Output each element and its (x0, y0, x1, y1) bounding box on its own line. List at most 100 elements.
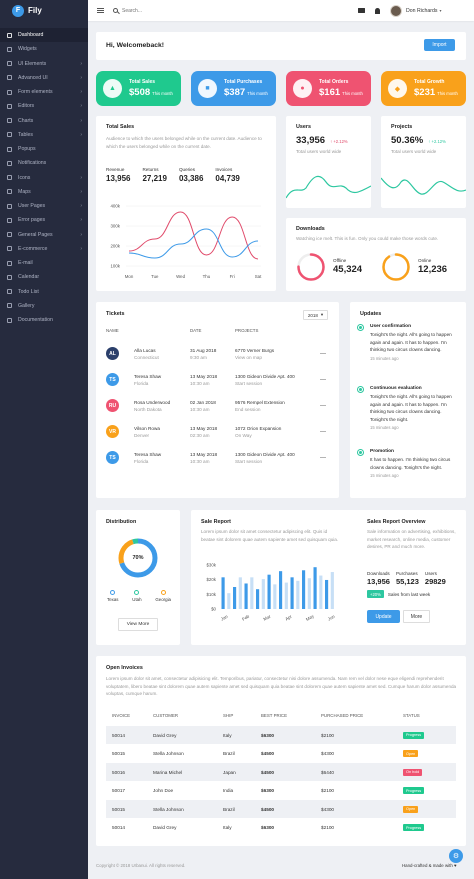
y-tick-label: 300k (110, 224, 120, 229)
invoices-col-header: PURCHASED PRICE (321, 713, 364, 718)
sidebar-item-label: Tables (18, 131, 33, 138)
nav-icon (7, 303, 12, 309)
nav-icon (7, 175, 12, 181)
timeline-title: User confirmation (370, 324, 412, 329)
sidebar-item-maps[interactable]: Maps › (0, 185, 88, 199)
import-button[interactable]: Import (424, 39, 455, 51)
table-row[interactable]: 50014 David Grey Italy $6300 $2100 Progress (106, 726, 456, 744)
table-row[interactable]: VR Vilson Rowa Denver 13 May 2018 02:30 am 10… (106, 420, 331, 443)
sidebar-item-calendar[interactable]: Calendar (0, 270, 88, 284)
nav-icon (7, 75, 12, 81)
sidebar-item-user-pages[interactable]: User Pages › (0, 199, 88, 213)
nav-icon (7, 46, 12, 52)
sidebar-item-documentation[interactable]: Documentation (0, 313, 88, 327)
search-input[interactable] (122, 7, 212, 14)
row-menu-icon[interactable]: — (320, 428, 326, 435)
table-row[interactable]: AL Alla Lucas Connecticut 31 Aug 2018 9:30 a… (106, 342, 331, 365)
bar (233, 587, 237, 609)
overview-stat-value: 55,123 (395, 577, 419, 586)
sidebar-item-label: Todo List (18, 288, 39, 295)
more-button[interactable]: More (403, 610, 430, 623)
invoice-ship: India (223, 788, 234, 793)
chevron-down-icon[interactable]: ▾ (439, 8, 442, 13)
sidebar-item-popups[interactable]: Popups (0, 142, 88, 156)
invoice-invoice: 50017 (112, 788, 126, 793)
invoice-invoice: 50016 (112, 769, 126, 775)
sales-stat: Invoices 04,739 (215, 167, 239, 183)
invoices-desc: Lorem ipsum dolor sit amet, consectetur … (106, 676, 457, 696)
sidebar-item-notifications[interactable]: Notifications (0, 156, 88, 170)
chevron-right-icon: › (80, 103, 82, 110)
sidebar-item-charts[interactable]: Charts › (0, 114, 88, 128)
welcome-title: Hi, Welcomeback! (106, 42, 165, 49)
projects-value: 50.36% (391, 135, 424, 146)
sidebar-item-icons[interactable]: Icons › (0, 171, 88, 185)
sidebar-item-e-mail[interactable]: E-mail (0, 256, 88, 270)
stat-card[interactable]: ■ Total Purchases $387 This month (191, 71, 276, 106)
row-menu-icon[interactable]: — (320, 454, 326, 461)
invoice-purchased: $2100 (321, 788, 335, 793)
view-more-button[interactable]: View More (118, 618, 158, 631)
table-row[interactable]: 50014 David Grey Italy $6300 $2100 Progress (106, 819, 456, 837)
sidebar-item-editors[interactable]: Editors › (0, 99, 88, 113)
update-button[interactable]: Update (367, 610, 400, 623)
sidebar-item-widgets[interactable]: Widgets (0, 42, 88, 56)
sidebar-item-label: User Pages (18, 203, 46, 210)
sidebar-item-error-pages[interactable]: Error pages › (0, 213, 88, 227)
downloads-title: Downloads (296, 226, 325, 232)
sidebar-item-ui-elements[interactable]: UI Elements › (0, 57, 88, 71)
sales-stat-value: 03,386 (178, 174, 204, 183)
mail-icon[interactable] (358, 8, 365, 13)
bar (250, 577, 254, 609)
sidebar-item-dashboard[interactable]: Dashboard (0, 28, 88, 43)
table-row[interactable]: TS Teresa Shaw Florida 13 May 2018 10:30 am 1… (106, 446, 331, 469)
row-menu-icon[interactable]: — (320, 376, 326, 383)
stat-card[interactable]: ◆ Total Growth $231 This month (381, 71, 466, 106)
sidebar-item-advanced-ui[interactable]: Advanced UI › (0, 71, 88, 85)
x-tick-label: Tue (151, 274, 159, 279)
ticket-time: 10:30 am (190, 406, 210, 412)
sidebar-item-form-elements[interactable]: Form elements › (0, 85, 88, 99)
stat-card[interactable]: ▲ Total Sales $508 This month (96, 71, 181, 106)
stat-card-amount: $231 (414, 87, 436, 98)
year-select[interactable]: 2018 ▾ (303, 310, 328, 320)
stat-card-label: Total Sales (129, 79, 156, 85)
sidebar-item-general-pages[interactable]: General Pages › (0, 228, 88, 242)
bell-icon[interactable] (375, 7, 380, 14)
user-name[interactable]: Don Richards (406, 7, 438, 14)
stat-card[interactable]: ● Total Orders $161 This month (286, 71, 371, 106)
sales-overview-stats: Downloads 13,956 Purchases 55,123 Users 29829 (367, 571, 446, 586)
row-menu-icon[interactable]: — (320, 402, 326, 409)
bar (279, 571, 283, 609)
table-row[interactable]: TS Teresa Shaw Florida 13 May 2018 10:30 am 1… (106, 368, 331, 391)
sidebar-item-tables[interactable]: Tables › (0, 128, 88, 142)
legend-dot (134, 590, 140, 595)
settings-fab[interactable]: ⚙ (449, 849, 463, 863)
brand[interactable]: F Fily (0, 0, 88, 21)
timeline-item: User confirmation Tonight's the night. Al… (358, 324, 458, 361)
row-menu-icon[interactable]: — (320, 350, 326, 357)
sidebar-item-e-commerce[interactable]: E-commerce › (0, 242, 88, 256)
sidebar-item-gallery[interactable]: Gallery (0, 299, 88, 313)
table-row[interactable]: 50015 Stella Johnson Brazil $4500 $4300 Open (106, 745, 456, 763)
search-icon[interactable] (113, 8, 118, 13)
table-row[interactable]: 50017 John Doe India $6300 $2100 Progress (106, 782, 456, 800)
menu-toggle-icon[interactable] (97, 8, 104, 13)
distribution-legend: Texas Utah Georgia (107, 590, 171, 602)
sidebar-item-label: Widgets (18, 46, 37, 53)
projects-subtitle: Total users world wide (391, 149, 437, 154)
timeline-dot (358, 450, 363, 455)
avatar[interactable] (390, 4, 402, 17)
ticket-project-text: 1300 Gideon Divide Apt. 400 (235, 451, 295, 457)
x-tick-label: Sat (255, 274, 262, 279)
timeline-time: 15 minutes ago (370, 425, 399, 430)
table-row[interactable]: RU Rosa Underwood North Dakota 02 Jan 2018 1… (106, 394, 331, 417)
status-badge: Open (403, 805, 419, 813)
sales-stat-label: Revenue (106, 167, 125, 172)
sidebar-item-todo-list[interactable]: Todo List (0, 285, 88, 299)
stat-card-amount: $508 (129, 87, 151, 98)
table-row[interactable]: 50015 Stella Johnson Brazil $4500 $4300 Open (106, 800, 456, 818)
bar (227, 593, 231, 609)
sales-change-badge: +20% (367, 590, 384, 598)
table-row[interactable]: 50016 Marina Michel Japan $4500 $6440 On hold (106, 763, 456, 781)
